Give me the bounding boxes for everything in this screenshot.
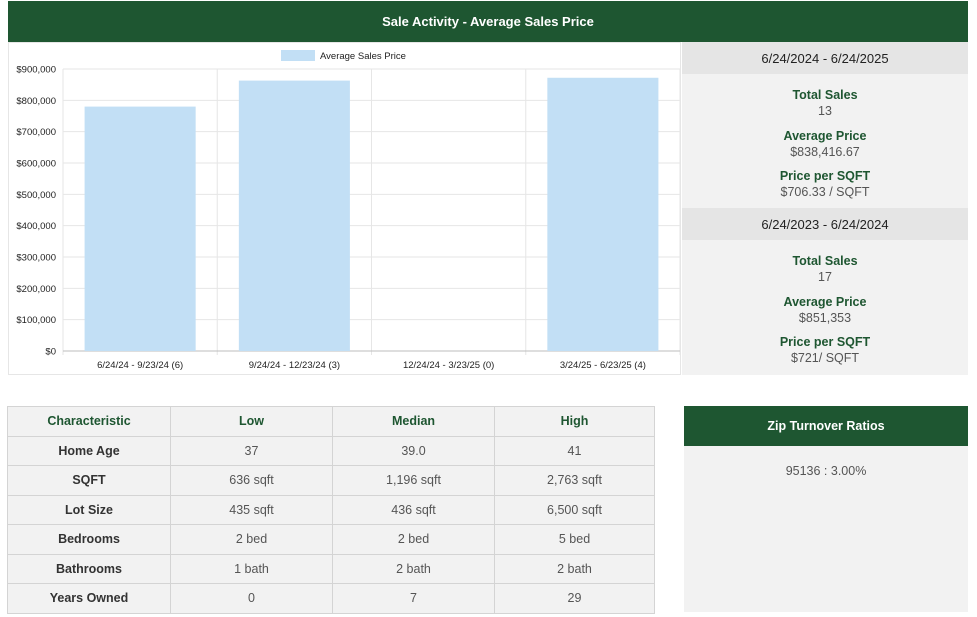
y-tick-label: $400,000 xyxy=(16,221,56,232)
period-2-avg-price-label: Average Price xyxy=(783,295,867,309)
y-tick-label: $600,000 xyxy=(16,159,56,170)
cell-low: 636 sqft xyxy=(170,465,333,496)
zip-turnover-panel: 95136 : 3.00% xyxy=(684,446,968,612)
cell-low: 1 bath xyxy=(170,553,333,584)
x-tick-label: 12/24/24 - 3/23/25 (0) xyxy=(403,360,494,371)
x-tick-label: 9/24/24 - 12/23/24 (3) xyxy=(249,360,340,371)
period-2-range: 6/24/2023 - 6/24/2024 xyxy=(682,208,968,240)
cell-median: 1,196 sqft xyxy=(332,465,495,496)
y-tick-label: $300,000 xyxy=(16,253,56,264)
bar xyxy=(84,106,196,351)
chart-header: Sale Activity - Average Sales Price xyxy=(8,1,968,42)
cell-low: 37 xyxy=(170,435,333,466)
zip-turnover-value: 95136 : 3.00% xyxy=(785,464,867,478)
bar xyxy=(547,77,659,352)
legend-swatch xyxy=(281,50,315,61)
zip-turnover-title: Zip Turnover Ratios xyxy=(767,419,885,433)
period-1-total-sales-label: Total Sales xyxy=(792,88,858,102)
period-2-avg-price-value: $851,353 xyxy=(798,311,852,325)
cell-median: 436 sqft xyxy=(332,494,495,525)
table-row: Home Age 37 39.0 41 xyxy=(7,435,655,466)
row-label-lot-size: Lot Size xyxy=(7,494,171,525)
cell-low: 0 xyxy=(170,583,333,614)
characteristics-table: Characteristic Low Median High Home Age … xyxy=(7,406,655,614)
table-header-row: Characteristic Low Median High xyxy=(7,406,655,437)
y-tick-label: $200,000 xyxy=(16,284,56,295)
row-label-bathrooms: Bathrooms xyxy=(7,553,171,584)
cell-median: 39.0 xyxy=(332,435,495,466)
table-row: SQFT 636 sqft 1,196 sqft 2,763 sqft xyxy=(7,465,655,496)
cell-median: 2 bed xyxy=(332,524,495,555)
period-2-range-text: 6/24/2023 - 6/24/2024 xyxy=(761,216,889,232)
period-2-total-sales-value: 17 xyxy=(818,270,832,284)
cell-low: 435 sqft xyxy=(170,494,333,525)
x-tick-label: 6/24/24 - 9/23/24 (6) xyxy=(97,360,183,371)
period-1-avg-price-value: $838,416.67 xyxy=(790,145,860,159)
period-2-ppsf-label: Price per SQFT xyxy=(779,335,871,349)
cell-high: 6,500 sqft xyxy=(494,494,655,525)
cell-high: 2 bath xyxy=(494,553,655,584)
table-row: Bathrooms 1 bath 2 bath 2 bath xyxy=(7,553,655,584)
zip-turnover-header: Zip Turnover Ratios xyxy=(684,406,968,446)
period-2-total-sales-label: Total Sales xyxy=(792,254,858,268)
cell-high: 5 bed xyxy=(494,524,655,555)
col-header-low: Low xyxy=(170,406,333,437)
bar xyxy=(238,80,350,352)
table-row: Years Owned 0 7 29 xyxy=(7,583,655,614)
legend-label: Average Sales Price xyxy=(320,51,406,62)
y-tick-label: $100,000 xyxy=(16,315,56,326)
col-header-high: High xyxy=(494,406,655,437)
row-label-home-age: Home Age xyxy=(7,435,171,466)
period-1-ppsf-label: Price per SQFT xyxy=(779,169,871,183)
period-1-range-text: 6/24/2024 - 6/24/2025 xyxy=(761,50,889,66)
table-row: Lot Size 435 sqft 436 sqft 6,500 sqft xyxy=(7,494,655,525)
y-tick-label: $700,000 xyxy=(16,127,56,138)
y-tick-label: $500,000 xyxy=(16,190,56,201)
y-tick-label: $900,000 xyxy=(16,65,56,76)
bar-chart: $0 $100,000 $200,000 $300,000 $400,000 $500,0… xyxy=(8,42,681,375)
row-label-sqft: SQFT xyxy=(7,465,171,496)
col-header-characteristic: Characteristic xyxy=(7,406,171,437)
cell-median: 7 xyxy=(332,583,495,614)
row-label-years-owned: Years Owned xyxy=(7,583,171,614)
bar-chart-svg: $0 $100,000 $200,000 $300,000 $400,000 $500,0… xyxy=(16,50,681,371)
table-row: Bedrooms 2 bed 2 bed 5 bed xyxy=(7,524,655,555)
row-label-bedrooms: Bedrooms xyxy=(7,524,171,555)
y-tick-label: $800,000 xyxy=(16,96,56,107)
chart-title: Sale Activity - Average Sales Price xyxy=(382,14,594,29)
period-1-ppsf-value: $706.33 / SQFT xyxy=(780,185,870,199)
period-2-ppsf-value: $721/ SQFT xyxy=(790,351,860,365)
x-tick-label: 3/24/25 - 6/23/25 (4) xyxy=(560,360,646,371)
y-tick-label: $0 xyxy=(45,347,56,358)
cell-high: 41 xyxy=(494,435,655,466)
period-1-avg-price-label: Average Price xyxy=(783,129,867,143)
period-1-total-sales-value: 13 xyxy=(818,104,832,118)
cell-high: 2,763 sqft xyxy=(494,465,655,496)
cell-high: 29 xyxy=(494,583,655,614)
period-1-range: 6/24/2024 - 6/24/2025 xyxy=(682,42,968,74)
cell-low: 2 bed xyxy=(170,524,333,555)
col-header-median: Median xyxy=(332,406,495,437)
period-summary-panel: 6/24/2024 - 6/24/2025 Total Sales 13 Ave… xyxy=(682,42,968,375)
cell-median: 2 bath xyxy=(332,553,495,584)
